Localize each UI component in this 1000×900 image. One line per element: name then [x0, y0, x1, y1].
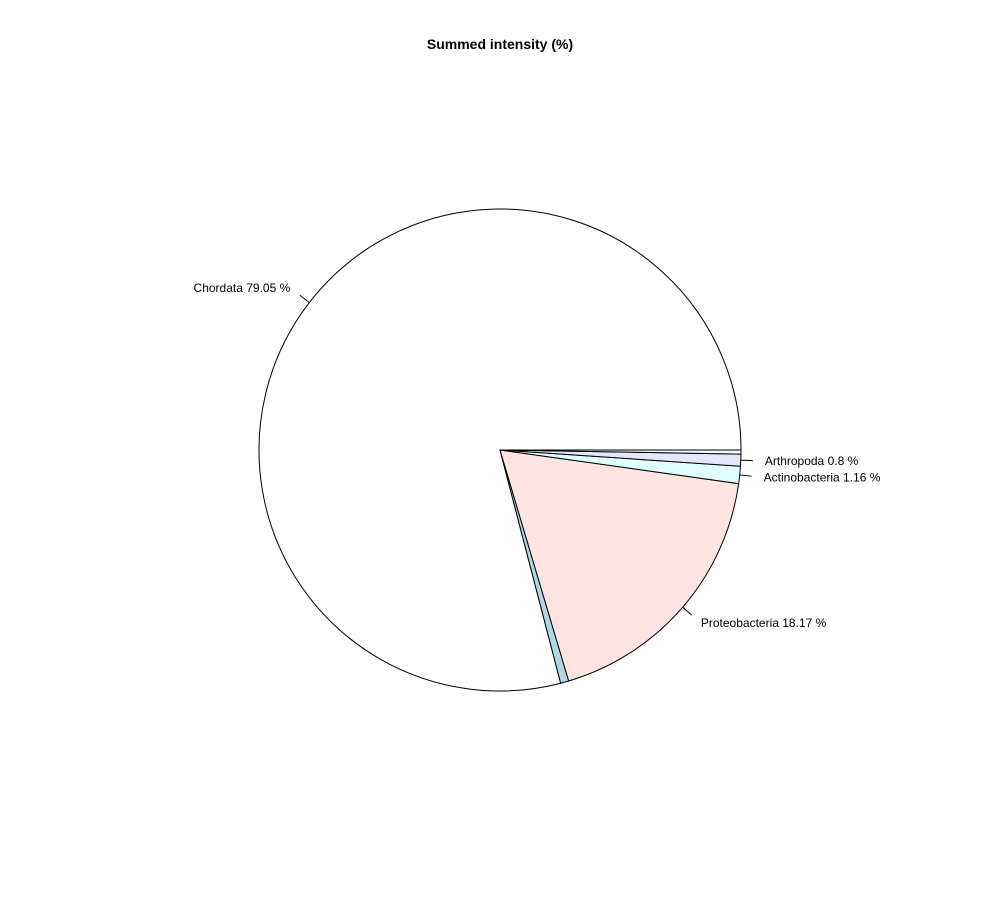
pie-slice-unlabeled-5	[499, 449, 742, 455]
labels-layer: Chordata 79.05 % Proteobacteria 18.17 % Ac…	[194, 281, 881, 630]
slice-label-actinobacteria: Actinobacteria 1.16 %	[764, 470, 881, 484]
leader-line-chordata	[299, 294, 310, 303]
leader-line-actinobacteria	[739, 474, 752, 477]
leader-line-proteobacteria	[682, 606, 693, 616]
chart-title: Summed intensity (%)	[427, 36, 573, 52]
slice-label-chordata: Chordata 79.05 %	[194, 281, 291, 295]
leader-line-arthropoda	[740, 459, 753, 462]
slice-label-arthropoda: Arthropoda 0.8 %	[765, 454, 859, 468]
slices-layer	[258, 208, 742, 692]
pie-slice-chordata	[258, 208, 742, 692]
slice-label-proteobacteria: Proteobacteria 18.17 %	[701, 616, 827, 630]
